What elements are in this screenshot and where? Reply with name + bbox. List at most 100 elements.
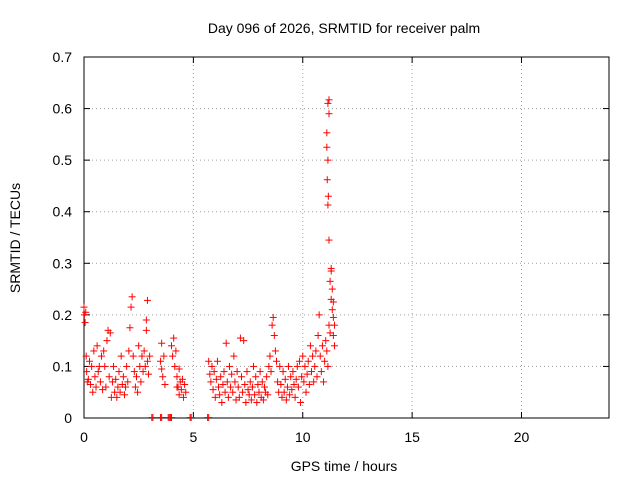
data-point [266,352,274,360]
data-point [112,375,120,383]
data-point [323,176,331,184]
data-point [178,375,186,383]
data-point [295,357,303,365]
data-point [140,347,148,355]
data-point [233,368,241,376]
data-point [160,352,168,360]
y-tick-label: 0.6 [53,101,73,117]
data-point [212,375,220,383]
data-point [218,399,226,407]
x-tick-label: 15 [404,429,420,445]
data-point [242,399,250,407]
data-point [300,378,308,386]
data-point [292,375,300,383]
data-point [302,388,310,396]
data-point [168,414,175,421]
data-point [158,414,166,421]
data-point [231,378,239,386]
data-point [119,373,127,381]
data-point [171,362,179,370]
data-point [321,357,329,365]
data-point [251,391,259,399]
data-point [299,352,307,360]
data-point [317,368,325,376]
data-point [103,337,111,345]
data-point [88,362,96,370]
y-tick-label: 0.2 [53,307,73,323]
data-point [281,375,289,383]
data-point [291,393,299,401]
data-point [325,236,333,244]
data-point [220,368,228,376]
data-point [133,373,140,381]
x-tick-label: 10 [295,429,311,445]
data-point [256,368,264,376]
data-point [297,399,305,407]
data-point [328,306,336,314]
data-point [228,370,236,378]
x-tick-label: 5 [189,429,197,445]
data-point [87,380,95,388]
data-point [168,342,175,350]
data-point [131,383,139,391]
data-point [230,352,238,360]
data-point [277,380,285,388]
data-point [306,342,314,350]
data-point [105,373,113,381]
data-point [227,383,235,391]
data-point [205,357,213,365]
data-point [247,396,255,404]
data-point [146,352,154,360]
data-point [207,378,215,386]
data-point [323,129,331,137]
data-point [173,383,181,391]
data-point [82,352,90,360]
data-point [289,368,297,376]
data-point [258,378,266,386]
y-tick-label: 0 [64,410,72,426]
data-point [244,386,252,394]
data-point [267,368,275,376]
data-point [122,383,130,391]
data-point [216,391,224,399]
data-point [330,321,338,329]
grid [84,57,609,418]
data-point [255,388,263,396]
data-point [286,391,294,399]
data-point [243,368,251,376]
data-point [327,264,335,272]
y-tick-label: 0.7 [53,49,73,65]
data-point [85,357,93,365]
data-point [143,296,151,304]
data-point [238,373,245,381]
data-point [252,373,260,381]
data-point [322,337,330,345]
data-point [239,388,247,396]
data-point [83,368,91,376]
data-point [240,337,248,345]
plot-frame [83,56,610,419]
data-point [114,383,122,391]
data-point [90,347,98,355]
data-point [270,331,278,339]
data-point [285,362,293,370]
data-point [187,414,195,421]
data-point [222,339,230,347]
data-point [303,370,311,378]
data-point [96,378,104,386]
data-point [324,362,332,370]
data-point [223,378,231,386]
data-point [309,352,317,360]
data-point [260,383,268,391]
data-point [325,96,333,104]
data-point [177,386,185,394]
data-point [315,311,323,319]
data-point [298,373,306,381]
data-point [325,110,333,118]
data-point [115,368,123,376]
data-point [170,334,178,342]
data-point [127,303,135,311]
data-point [169,352,177,360]
data-point [181,380,189,388]
data-point [139,368,147,376]
